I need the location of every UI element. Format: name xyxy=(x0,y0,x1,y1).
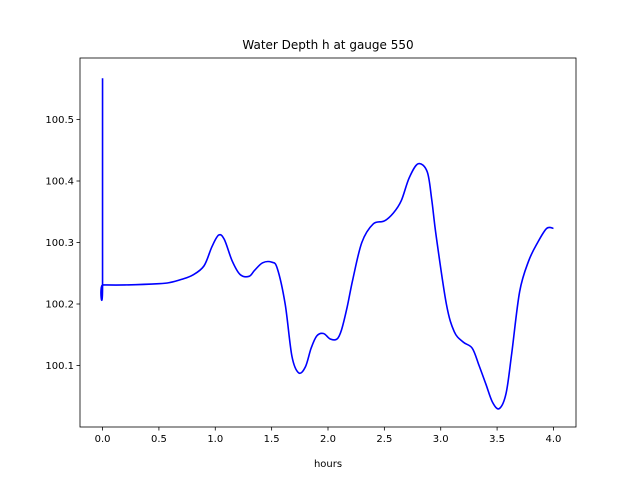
x-tick-label: 1.5 xyxy=(264,434,280,445)
series-line-0 xyxy=(100,78,554,410)
y-tick-label: 100.2 xyxy=(45,300,74,311)
chart-title: Water Depth h at gauge 550 xyxy=(242,38,413,52)
x-tick-label: 0.0 xyxy=(95,434,111,445)
x-tick-label: 4.0 xyxy=(546,434,562,445)
y-tick-label: 100.4 xyxy=(45,177,74,188)
plot-area xyxy=(100,78,554,410)
x-tick-label: 3.0 xyxy=(433,434,449,445)
x-tick-label: 1.0 xyxy=(207,434,223,445)
y-tick-label: 100.5 xyxy=(45,115,74,126)
x-tick-label: 0.5 xyxy=(151,434,167,445)
y-tick-label: 100.1 xyxy=(45,361,74,372)
x-tick-label: 2.0 xyxy=(320,434,336,445)
x-tick-label: 3.5 xyxy=(489,434,505,445)
x-axis-title: hours xyxy=(314,459,342,470)
x-tick-label: 2.5 xyxy=(376,434,392,445)
axes: 0.0 0.5 1.0 1.5 2.0 2.5 3.0 3.5 4.0 100.1 100.2 100… xyxy=(45,57,577,445)
y-tick-label: 100.3 xyxy=(45,238,74,249)
